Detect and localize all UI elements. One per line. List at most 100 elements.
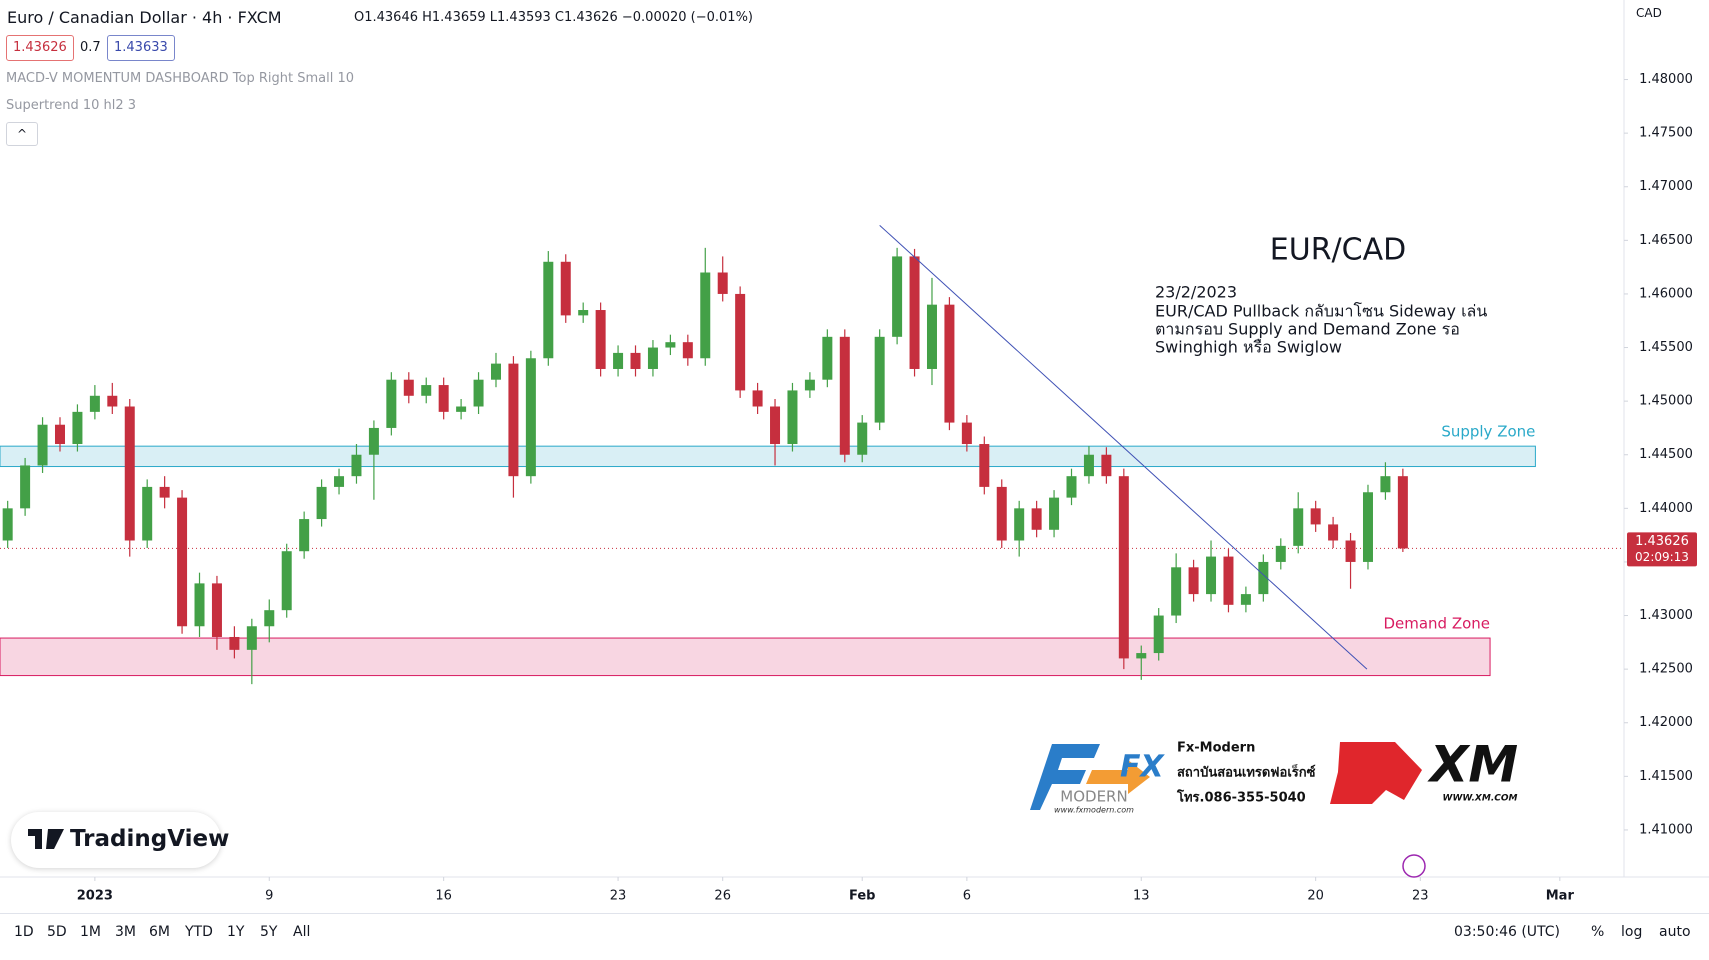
y-tick-label: 1.42500 [1639,662,1693,677]
range-button[interactable]: 1M [80,924,101,940]
plot-area: Supply Zone Demand Zone [0,224,1624,685]
candle-body [1293,508,1304,546]
bid-price[interactable]: 1.43626 [6,35,74,61]
y-tick-label: 1.43000 [1639,608,1693,623]
y-tick-label: 1.46500 [1639,233,1693,248]
candle-body [700,272,711,359]
price-axis [1624,0,1709,913]
y-tick-label: 1.45500 [1639,340,1693,355]
candle-body [804,379,815,391]
candle-body [54,424,65,445]
candle-body [909,256,920,369]
candle-body [1240,594,1251,605]
candle-body [421,385,432,396]
candle-body [490,363,501,380]
range-button[interactable]: 5D [47,924,67,940]
candle-body [578,310,589,316]
candle-body [456,406,467,412]
candle-body [857,422,868,455]
candle-body [944,304,955,423]
candle-body [1136,653,1147,659]
range-button[interactable]: YTD [185,924,213,940]
zone [0,445,1536,468]
candle-body [211,583,222,637]
xm-logo: XM WWW.XM.COM [1330,736,1518,804]
y-tick-label: 1.44000 [1639,501,1693,516]
candle-body [1397,476,1408,549]
candle-body [1223,556,1234,605]
range-button[interactable]: 6M [149,924,170,940]
candle-body [892,256,903,337]
candle-body [299,519,310,552]
candle-body [1153,615,1164,654]
candle-body [316,486,327,520]
candle-body [787,390,798,445]
scale-option[interactable]: log [1621,924,1643,940]
currency-selector[interactable]: CAD [1636,6,1662,20]
candle-body [508,363,519,477]
ask-price[interactable]: 1.43633 [107,35,175,61]
candle-body [473,379,484,407]
tradingview-text: TradingView [70,826,230,852]
candle-body [1258,561,1269,595]
candle-body [665,342,676,348]
candle-body [996,486,1007,541]
candle-body [1031,508,1042,530]
x-tick-label: 26 [714,889,731,904]
candle-body [1101,454,1112,477]
candle-body [1275,545,1286,562]
candle-body [107,395,118,407]
logo-shape [1030,744,1100,810]
brand-name: Fx-Modern [1177,741,1255,756]
candle-body [438,385,449,412]
candle-body [351,454,362,477]
range-button[interactable]: 1Y [227,924,245,940]
annotation-date: 23/2/2023 [1155,283,1237,302]
indicator-label[interactable]: Supertrend 10 hl2 3 [6,98,137,113]
scale-option[interactable]: % [1591,924,1605,940]
ohlc-values: O1.43646 H1.43659 L1.43593 C1.43626 −0.0… [354,10,754,25]
x-tick-label: 2023 [77,889,113,904]
y-tick-label: 1.46000 [1639,286,1693,301]
y-tick-label: 1.47500 [1639,126,1693,141]
scale-option[interactable]: auto [1659,924,1691,940]
candle-body [770,406,781,445]
range-button[interactable]: 1D [14,924,34,940]
range-button[interactable]: 3M [115,924,136,940]
bottom-toolbar [0,913,1709,960]
symbol-title: Euro / Canadian Dollar · 4h · FXCM [7,8,282,27]
utc-time[interactable]: 03:50:46 (UTC) [1454,924,1561,940]
tradingview-icon [28,829,64,849]
annotation-line: EUR/CAD Pullback กลับมาโซน Sideway เล่น [1155,302,1487,321]
candle-body [2,508,13,541]
range-button[interactable]: 5Y [260,924,278,940]
icon-shape [28,829,64,849]
y-tick-label: 1.41500 [1639,769,1693,784]
candle-body [613,352,624,369]
candle-body [368,427,379,455]
candle-body [822,336,833,380]
candle-body [647,347,658,369]
candle-body [1345,540,1356,562]
spread: 0.7 [80,40,101,55]
logo-text: XM [1427,736,1518,794]
logo-url: WWW.XM.COM [1443,794,1518,804]
last-price-box [1627,532,1697,567]
brand-desc: สถาบันสอนเทรดฟอเร็กซ์ [1177,763,1316,781]
collapse-button[interactable]: ^ [6,122,38,146]
candle-body [334,476,345,487]
y-tick-label: 1.41000 [1639,822,1693,837]
candle-body [229,636,240,650]
x-tick-label: 16 [435,889,452,904]
alert-icon[interactable] [1402,854,1426,878]
x-tick-label: 23 [610,889,627,904]
candle-body [403,379,414,396]
range-button[interactable]: All [293,924,311,940]
x-tick-label: 20 [1307,889,1324,904]
brand-phone: โทร.086-355-5040 [1176,789,1306,806]
candle-body [281,551,292,611]
candle-body [1083,454,1094,477]
indicator-label[interactable]: MACD-V MOMENTUM DASHBOARD Top Right Smal… [6,71,355,86]
countdown-label: 02:09:13 [1635,550,1689,564]
annotation-title: EUR/CAD [1270,233,1406,268]
